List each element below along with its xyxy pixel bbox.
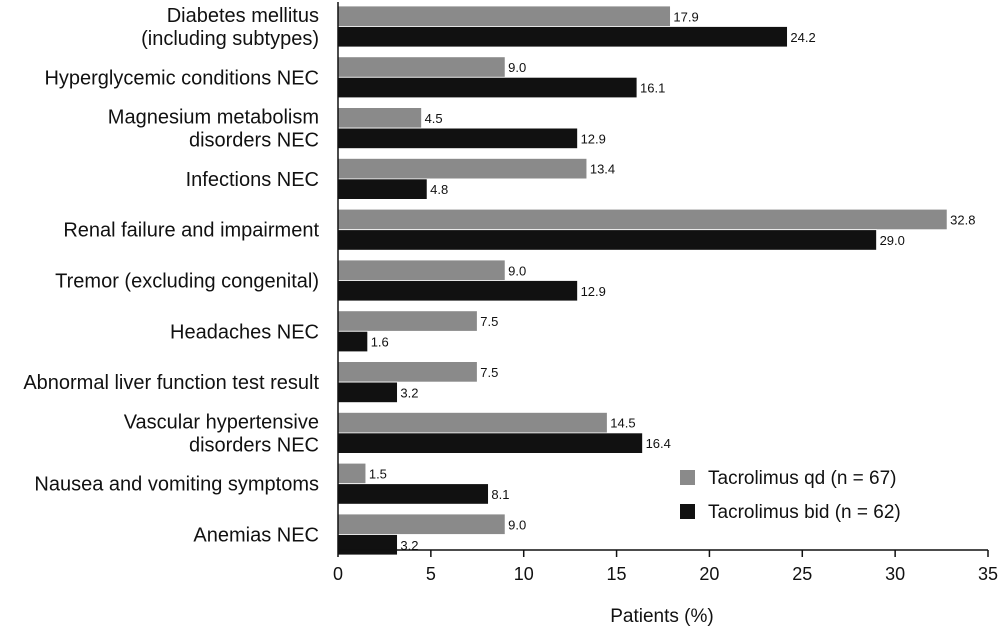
value-label-qd-9: 1.5 — [369, 466, 387, 481]
value-label-bid-6: 1.6 — [371, 335, 389, 350]
bar-qd-1 — [337, 56, 506, 78]
value-label-bid-1: 16.1 — [640, 81, 665, 96]
value-label-qd-2: 4.5 — [425, 111, 443, 126]
bar-bid-7 — [337, 381, 398, 404]
value-label-qd-1: 9.0 — [508, 60, 526, 75]
value-label-qd-4: 32.8 — [950, 212, 975, 227]
category-label-8-0: Vascular hypertensive — [124, 411, 319, 433]
bar-bid-3 — [337, 178, 428, 200]
bar-qd-6 — [337, 310, 478, 332]
category-label-0-0: Diabetes mellitus — [167, 5, 319, 27]
value-label-bid-0: 24.2 — [790, 30, 815, 45]
value-label-qd-6: 7.5 — [480, 314, 498, 329]
bar-qd-3 — [337, 157, 588, 180]
value-label-bid-4: 29.0 — [880, 233, 905, 248]
x-axis-title: Patients (%) — [610, 606, 713, 627]
legend-label-qd: Tacrolimus qd (n = 67) — [708, 468, 897, 489]
bar-qd-5 — [337, 259, 506, 281]
category-label-2-1: disorders NEC — [189, 130, 319, 152]
category-label-0-1: (including subtypes) — [141, 28, 319, 50]
legend-label-bid: Tacrolimus bid (n = 62) — [708, 502, 901, 523]
value-label-qd-3: 13.4 — [590, 162, 615, 177]
category-label-3-0: Infections NEC — [186, 169, 319, 191]
bar-qd-7 — [337, 361, 478, 383]
category-label-4-0: Renal failure and impairment — [63, 220, 319, 242]
value-label-qd-0: 17.9 — [673, 9, 698, 24]
value-label-qd-10: 9.0 — [508, 517, 526, 532]
bar-bid-5 — [337, 280, 578, 302]
legend-swatch-qd — [680, 470, 695, 485]
bar-bid-9 — [337, 483, 489, 505]
x-tick-label-1: 5 — [426, 564, 436, 584]
value-label-bid-2: 12.9 — [581, 131, 606, 146]
x-tick-label-2: 10 — [514, 564, 534, 584]
value-label-bid-8: 16.4 — [646, 436, 671, 451]
bar-bid-10 — [337, 534, 398, 556]
bar-qd-4 — [337, 208, 948, 231]
category-label-10-0: Anemias NEC — [193, 525, 319, 547]
value-label-qd-7: 7.5 — [480, 365, 498, 380]
x-tick-label-7: 35 — [978, 564, 998, 584]
bar-bid-6 — [337, 330, 369, 353]
bar-qd-2 — [337, 107, 422, 129]
category-label-5-0: Tremor (excluding congenital) — [55, 271, 319, 293]
bar-qd-8 — [337, 411, 608, 434]
x-tick-label-0: 0 — [333, 564, 343, 584]
x-tick-label-3: 15 — [607, 564, 627, 584]
bar-qd-10 — [337, 513, 506, 535]
value-label-bid-10: 3.2 — [400, 538, 418, 553]
category-label-6-0: Headaches NEC — [170, 321, 319, 343]
x-tick-label-4: 20 — [699, 564, 719, 584]
category-label-1-0: Hyperglycemic conditions NEC — [44, 67, 319, 89]
legend-swatch-bid — [680, 504, 695, 519]
x-tick-label-6: 30 — [885, 564, 905, 584]
bar-bid-2 — [337, 127, 578, 150]
value-label-qd-5: 9.0 — [508, 263, 526, 278]
bar-bid-8 — [337, 432, 643, 454]
value-label-bid-7: 3.2 — [400, 385, 418, 400]
bar-bid-1 — [337, 76, 638, 99]
bar-qd-0 — [337, 5, 671, 27]
bar-bid-0 — [337, 26, 788, 48]
x-tick-label-5: 25 — [792, 564, 812, 584]
category-label-8-1: disorders NEC — [189, 434, 319, 456]
bar-qd-9 — [337, 462, 367, 485]
category-label-2-0: Magnesium metabolism — [108, 107, 319, 129]
value-label-bid-5: 12.9 — [581, 284, 606, 299]
category-label-9-0: Nausea and vomiting symptoms — [34, 474, 319, 496]
bar-bid-4 — [337, 229, 877, 251]
value-label-bid-3: 4.8 — [430, 182, 448, 197]
category-label-7-0: Abnormal liver function test result — [23, 372, 319, 394]
value-label-qd-8: 14.5 — [610, 416, 635, 431]
value-label-bid-9: 8.1 — [491, 487, 509, 502]
